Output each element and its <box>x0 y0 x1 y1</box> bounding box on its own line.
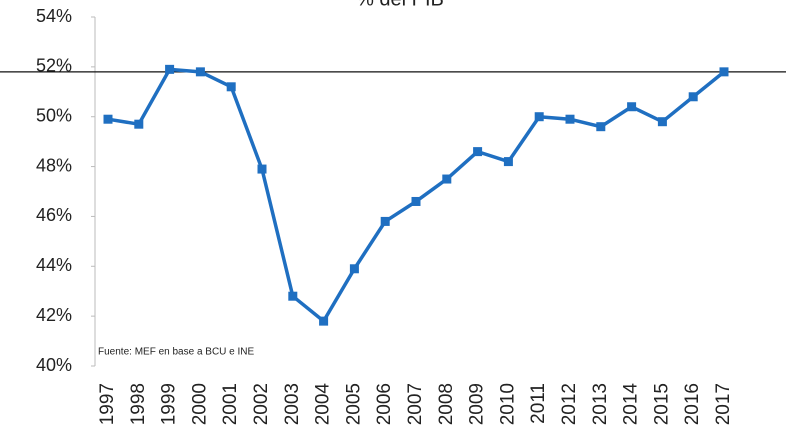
data-point <box>719 67 729 77</box>
y-tick-label: 54% <box>36 6 72 26</box>
x-tick-label: 2012 <box>559 383 580 425</box>
x-tick-label: 2015 <box>651 383 672 425</box>
data-point <box>380 216 390 226</box>
data-point <box>319 316 329 326</box>
data-point <box>165 64 175 74</box>
x-tick-label: 2002 <box>251 383 272 425</box>
y-tick-label: 46% <box>36 205 72 225</box>
data-point <box>349 264 359 274</box>
x-tick-label: 2016 <box>682 383 703 425</box>
data-point <box>134 119 144 129</box>
x-tick-label: 1999 <box>159 383 180 425</box>
data-point <box>565 114 575 124</box>
x-tick-label: 2000 <box>189 383 210 425</box>
x-tick-label: 2009 <box>467 383 488 425</box>
y-tick-label: 50% <box>36 105 72 125</box>
data-point <box>195 67 205 77</box>
x-tick-label: 2007 <box>405 383 426 425</box>
x-tick-label: 2004 <box>313 383 334 426</box>
y-tick-label: 42% <box>36 305 72 325</box>
y-tick-label: 44% <box>36 255 72 275</box>
data-point <box>534 112 544 122</box>
x-tick-label: 2014 <box>621 383 642 426</box>
x-tick-label: 2013 <box>590 383 611 425</box>
data-point <box>226 82 236 92</box>
data-point <box>288 291 298 301</box>
x-tick-label: 2001 <box>220 383 241 425</box>
x-tick-label: 1998 <box>128 383 149 425</box>
y-tick-label: 40% <box>36 355 72 375</box>
data-point <box>657 117 667 127</box>
x-tick-label: 2017 <box>713 383 734 425</box>
y-tick-label: 48% <box>36 155 72 175</box>
x-tick-label: 2006 <box>374 383 395 425</box>
data-point <box>442 174 452 184</box>
x-tick-label: 2010 <box>497 383 518 425</box>
data-point <box>257 164 267 174</box>
y-tick-label: 52% <box>36 56 72 76</box>
x-tick-label: 2005 <box>343 383 364 425</box>
data-point <box>627 102 637 112</box>
x-tick-label: 1997 <box>97 383 118 425</box>
data-point <box>688 92 698 102</box>
data-point <box>473 147 483 157</box>
data-point <box>103 114 113 124</box>
data-point <box>596 122 606 132</box>
x-tick-label: 2008 <box>436 383 457 425</box>
chart-title: % del PIB <box>356 0 444 10</box>
data-point <box>503 157 513 167</box>
x-tick-label: 2003 <box>282 383 303 425</box>
source-note: Fuente: MEF en base a BCU e INE <box>98 347 255 358</box>
data-point <box>411 196 421 206</box>
x-tick-label: 2011 <box>528 383 549 424</box>
